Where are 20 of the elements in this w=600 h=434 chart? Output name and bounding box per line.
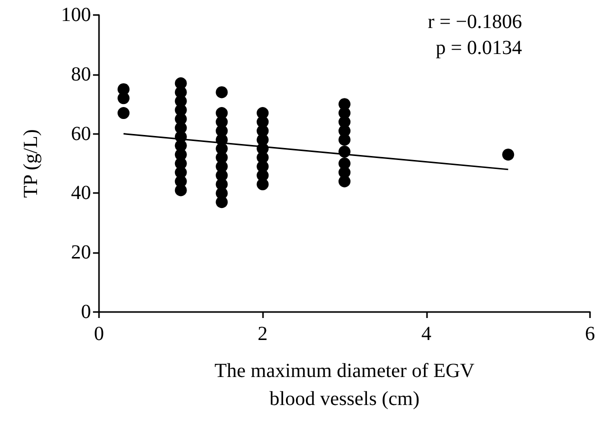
y-tick-label: 20 (71, 242, 91, 264)
point (118, 107, 130, 120)
y-tick-label: 60 (71, 122, 91, 145)
annotation: r = −0.1806 (428, 11, 522, 33)
y-tick-label: 0 (81, 301, 91, 323)
y-tick-label: 40 (71, 182, 91, 204)
point (216, 86, 228, 98)
x-tick-label: 2 (258, 323, 268, 345)
annotation: p = 0.0134 (436, 37, 522, 59)
x-tick-label: 4 (421, 323, 432, 345)
point (174, 77, 187, 90)
x-tick-label: 6 (585, 323, 595, 345)
point (338, 98, 350, 110)
y-axis-title: TP (g/L) (20, 129, 42, 198)
point (502, 148, 514, 161)
x-axis-title: The maximum diameter of EGV blood vessels (cm) (214, 360, 476, 410)
y-tick-label: 80 (71, 63, 91, 86)
point (118, 92, 130, 104)
y-tick-label: 100 (61, 4, 91, 26)
point (338, 158, 350, 170)
